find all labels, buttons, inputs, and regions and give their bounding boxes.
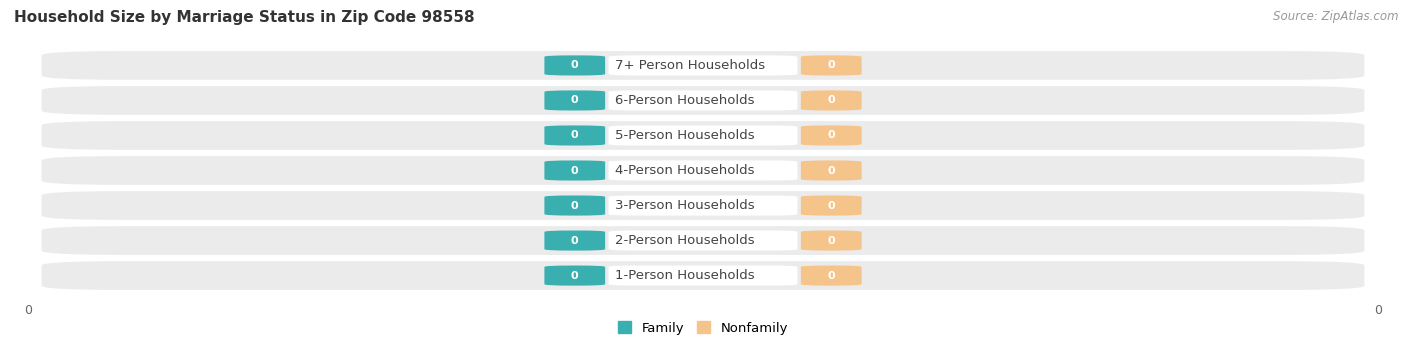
Text: 0: 0 [827,165,835,176]
Text: 1-Person Households: 1-Person Households [616,269,755,282]
Text: 4-Person Households: 4-Person Households [616,164,755,177]
FancyBboxPatch shape [801,90,862,110]
Text: 0: 0 [827,95,835,105]
Text: 0: 0 [827,131,835,140]
FancyBboxPatch shape [42,261,1364,290]
Text: 0: 0 [827,236,835,246]
FancyBboxPatch shape [801,266,862,286]
FancyBboxPatch shape [609,125,797,146]
Text: 0: 0 [571,201,579,210]
FancyBboxPatch shape [42,226,1364,255]
Text: 0: 0 [571,95,579,105]
FancyBboxPatch shape [544,231,605,251]
Text: 3-Person Households: 3-Person Households [616,199,755,212]
FancyBboxPatch shape [42,86,1364,115]
FancyBboxPatch shape [42,51,1364,80]
Text: 0: 0 [571,131,579,140]
FancyBboxPatch shape [801,55,862,75]
FancyBboxPatch shape [609,161,797,180]
Legend: Family, Nonfamily: Family, Nonfamily [612,316,794,340]
FancyBboxPatch shape [609,55,797,75]
FancyBboxPatch shape [609,90,797,110]
FancyBboxPatch shape [609,266,797,286]
FancyBboxPatch shape [42,156,1364,185]
Text: Source: ZipAtlas.com: Source: ZipAtlas.com [1274,10,1399,23]
FancyBboxPatch shape [544,125,605,146]
FancyBboxPatch shape [801,161,862,180]
FancyBboxPatch shape [544,55,605,75]
Text: 0: 0 [827,201,835,210]
Text: 2-Person Households: 2-Person Households [616,234,755,247]
FancyBboxPatch shape [42,191,1364,220]
Text: 0: 0 [827,270,835,281]
FancyBboxPatch shape [801,231,862,251]
Text: 0: 0 [571,236,579,246]
Text: 6-Person Households: 6-Person Households [616,94,755,107]
FancyBboxPatch shape [544,161,605,180]
FancyBboxPatch shape [42,121,1364,150]
Text: 5-Person Households: 5-Person Households [616,129,755,142]
FancyBboxPatch shape [801,125,862,146]
FancyBboxPatch shape [609,231,797,251]
FancyBboxPatch shape [609,195,797,216]
FancyBboxPatch shape [801,195,862,216]
Text: 7+ Person Households: 7+ Person Households [616,59,765,72]
FancyBboxPatch shape [544,90,605,110]
Text: 0: 0 [571,60,579,71]
Text: 0: 0 [827,60,835,71]
FancyBboxPatch shape [544,266,605,286]
FancyBboxPatch shape [544,195,605,216]
Text: 0: 0 [571,270,579,281]
Text: Household Size by Marriage Status in Zip Code 98558: Household Size by Marriage Status in Zip… [14,10,475,25]
Text: 0: 0 [571,165,579,176]
